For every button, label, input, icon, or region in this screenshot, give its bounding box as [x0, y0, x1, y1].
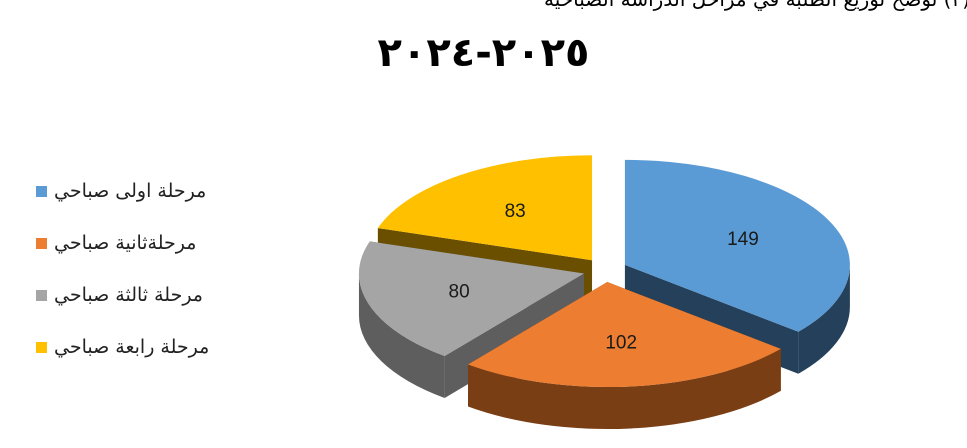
legend-swatch-4 — [36, 342, 47, 353]
header-clip-text: (٢) توضح توزيع الطلبة في مراحل الدراسة ا… — [270, 0, 967, 11]
legend: مرحلة اولى صباحي مرحلةثانية صباحي مرحلة … — [36, 180, 296, 388]
pie-slice-2-rim — [468, 348, 781, 430]
legend-item-1: مرحلة اولى صباحي — [36, 180, 296, 232]
legend-swatch-3 — [36, 290, 47, 301]
legend-label-3: مرحلة ثالثة صباحي — [54, 284, 203, 306]
data-label-4: 83 — [505, 201, 526, 222]
chart-title: ٢٠٢٥-٢٠٢٤ — [377, 30, 590, 76]
legend-item-2: مرحلةثانية صباحي — [36, 232, 296, 284]
legend-item-3: مرحلة ثالثة صباحي — [36, 284, 296, 336]
data-label-2: 102 — [605, 333, 637, 354]
pie-slice-1-rim — [798, 264, 850, 374]
legend-label-4: مرحلة رابعة صباحي — [54, 336, 210, 358]
legend-swatch-1 — [36, 186, 47, 197]
legend-item-4: مرحلة رابعة صباحي — [36, 336, 296, 388]
pie-slice-4-top — [377, 155, 593, 261]
pie-slice-2: 102 — [468, 282, 781, 430]
legend-swatch-2 — [36, 238, 47, 249]
data-label-3: 80 — [449, 281, 470, 302]
legend-label-2: مرحلةثانية صباحي — [54, 232, 197, 254]
pie-slice-3-top — [358, 241, 584, 356]
pie-slice-2-top — [468, 282, 781, 388]
data-label-1: 149 — [727, 229, 759, 250]
pie-slice-3-rim — [358, 273, 445, 398]
legend-label-1: مرحلة اولى صباحي — [54, 180, 207, 202]
pie-slice-1-top — [624, 159, 850, 332]
